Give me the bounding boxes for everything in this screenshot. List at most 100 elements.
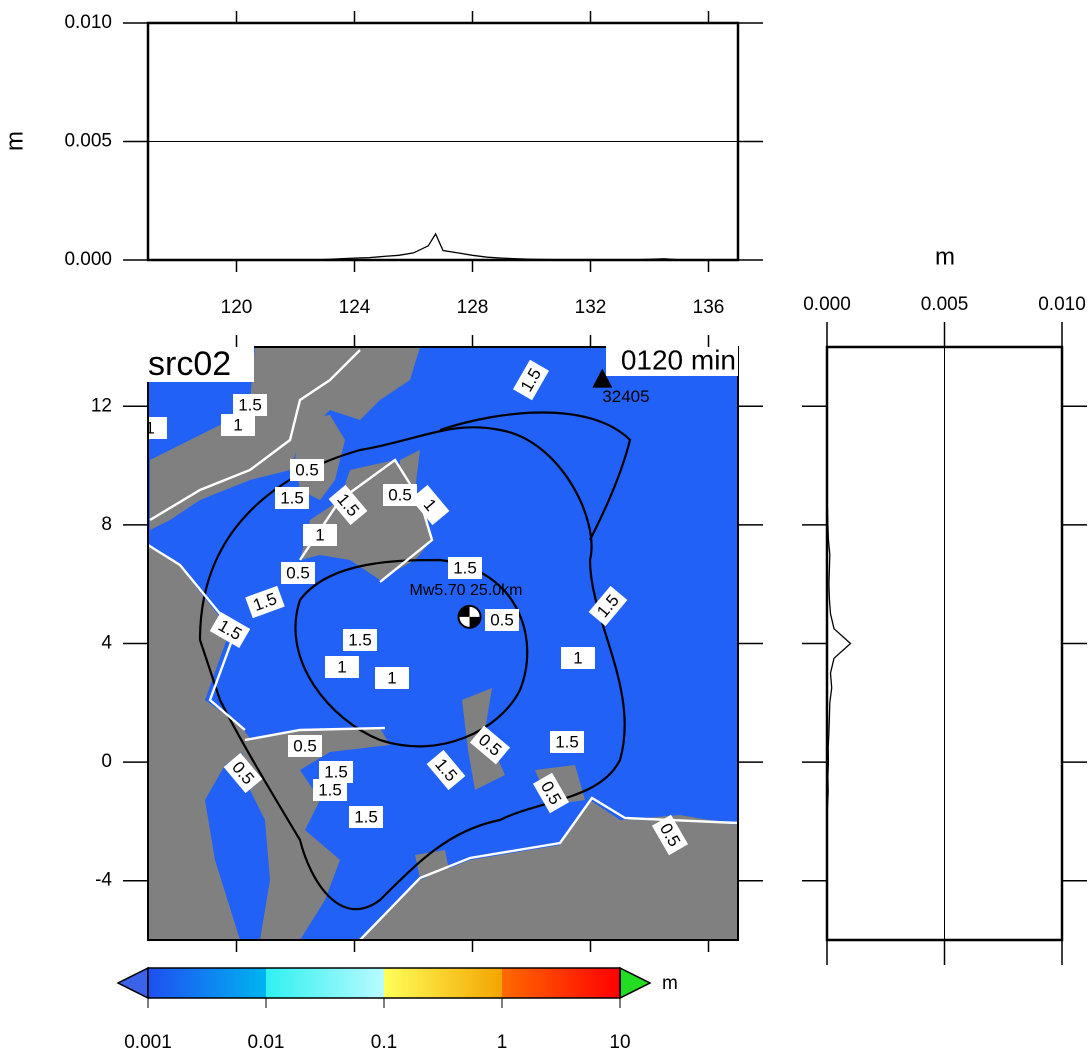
time-label: 0120 min	[621, 344, 736, 375]
x-tick-label: 124	[339, 297, 371, 318]
x-tick-label: 0.000	[803, 294, 851, 315]
x-tick-label: 0.005	[921, 294, 969, 315]
y-tick-label: -4	[95, 870, 112, 891]
profile-line	[148, 232, 738, 261]
label-bg	[588, 585, 628, 627]
contour-label: 1	[145, 418, 154, 437]
contour-label: 1	[337, 657, 346, 676]
time-box	[606, 346, 738, 376]
label-bg	[469, 725, 511, 765]
contour-label-box: 1.5	[343, 629, 377, 651]
contour-label: 0.5	[388, 485, 412, 504]
station-marker	[592, 368, 613, 388]
colorbar-tick-label: 0.1	[371, 1032, 397, 1053]
label-bg	[410, 484, 450, 526]
label-bg	[328, 484, 368, 526]
contour-label: 0.5	[293, 736, 317, 755]
label-bg	[448, 557, 482, 579]
label-bg	[651, 814, 689, 856]
contour-label: 1.5	[238, 395, 262, 414]
x-tick-label: 128	[457, 297, 489, 318]
contour-label-box: 1.5	[448, 557, 482, 579]
label-bg	[512, 359, 550, 401]
contour-label: 0.5	[490, 610, 514, 629]
label-bg	[532, 772, 570, 814]
y-tick-label: 4	[101, 633, 112, 654]
top-profile: m 0.000 0.005 0.010 120 124 128 132 136	[1, 11, 763, 318]
contour-label: 1.5	[453, 558, 477, 577]
right-profile: m 0.000 0.005 0.010	[802, 243, 1087, 965]
epicenter-label: Mw5.70 25.0km	[410, 582, 523, 599]
contour-label-box: 1	[325, 656, 359, 678]
label-bg	[325, 656, 359, 678]
contour-label-box: 1	[303, 524, 337, 546]
contour-label: 1.5	[555, 732, 579, 751]
contour-label-box: 1.5	[233, 394, 267, 416]
colorbar-label: m	[662, 973, 678, 994]
contour-label: 1	[233, 415, 242, 434]
label-bg	[275, 487, 309, 509]
contour-label-box: 0.5	[288, 735, 322, 757]
contour-label-box: 1.5	[275, 487, 309, 509]
contour-label-box: 1.5	[550, 731, 584, 753]
beachball	[458, 605, 481, 628]
y-tick-label: 0.005	[64, 131, 112, 152]
contour-label: 1.5	[318, 780, 342, 799]
contour-label-box: 0.5	[281, 562, 315, 584]
contour-label-box: 1	[410, 484, 450, 526]
y-axis-label: m	[1, 131, 28, 151]
station-name: 32405	[602, 387, 649, 406]
label-bg	[561, 647, 595, 669]
contour-label-box: 1.5	[349, 806, 383, 828]
contour-label: 1.5	[280, 488, 304, 507]
contour-label-box: 0.5	[485, 609, 519, 631]
contour-label-box: 1.5	[319, 761, 353, 783]
label-bg	[383, 484, 417, 506]
contour-label: 1.5	[324, 762, 348, 781]
contour-label-box: 1	[145, 417, 167, 439]
label-bg	[223, 752, 263, 794]
contour-label: 0.5	[295, 460, 319, 479]
label-bg	[550, 731, 584, 753]
colorbar-tick-label: 1	[497, 1032, 508, 1053]
label-bg	[233, 394, 267, 416]
contour-label: 1.5	[354, 807, 378, 826]
label-bg	[426, 749, 466, 791]
colorbar-tick-label: 10	[609, 1032, 630, 1053]
contour-label-box: 1	[221, 414, 255, 436]
colorbar-over	[619, 966, 652, 1000]
colorbar-segment	[148, 968, 266, 998]
label-bg	[148, 417, 167, 439]
y-tick-label: 0.010	[64, 12, 112, 33]
contour-label-box: 1.5	[245, 585, 285, 619]
label-bg	[209, 611, 251, 649]
label-bg	[290, 459, 324, 481]
x-axis-label: m	[935, 243, 955, 270]
label-bg	[303, 524, 337, 546]
x-tick-label: 0.010	[1038, 294, 1086, 315]
colorbar-segment	[266, 968, 384, 998]
x-tick-label: 136	[693, 297, 725, 318]
label-bg	[343, 629, 377, 651]
profile-line	[826, 347, 852, 940]
contour-label-box: 1	[561, 647, 595, 669]
contour-label-box: 0.5	[383, 484, 417, 506]
contour-label: 1	[387, 668, 396, 687]
colorbar-under	[116, 966, 149, 1000]
label-bg	[313, 779, 347, 801]
contour-label-box: 1	[375, 667, 409, 689]
colorbar-segment	[384, 968, 502, 998]
label-bg	[288, 735, 322, 757]
y-tick-label: 0.000	[64, 249, 112, 270]
contour-label-box: 1.5	[313, 779, 347, 801]
coastline-contours	[148, 349, 738, 940]
y-tick-label: 12	[91, 395, 112, 416]
y-tick-label: 0	[101, 751, 112, 772]
label-bg	[485, 609, 519, 631]
contour-label-box: 0.5	[290, 459, 324, 481]
contour-label: 0.5	[286, 563, 310, 582]
colorbar: m 0.001 0.01 0.1 1 10	[116, 966, 678, 1053]
colorbar-tick-label: 0.01	[248, 1032, 285, 1053]
label-bg	[319, 761, 353, 783]
